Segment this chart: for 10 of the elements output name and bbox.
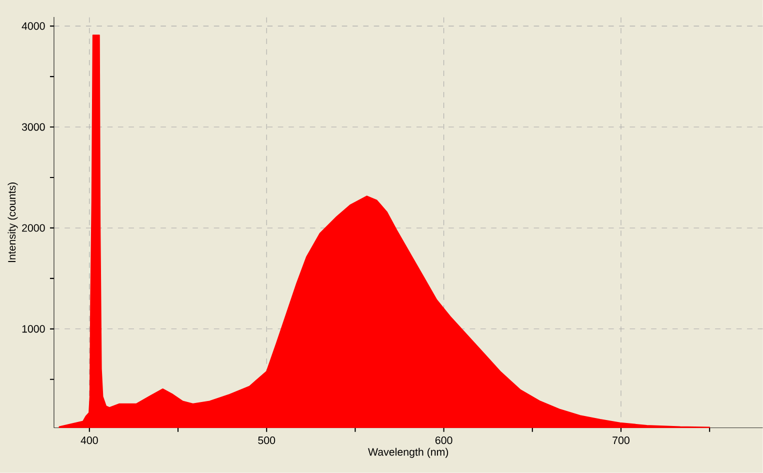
y-tick-label: 1000	[22, 325, 45, 333]
x-axis-title: Wavelength (nm)	[368, 448, 448, 458]
y-tick-label: 2000	[22, 224, 45, 232]
x-tick-label: 500	[258, 436, 276, 444]
x-tick-label: 600	[435, 436, 452, 444]
y-tick-label: 4000	[22, 22, 45, 30]
y-axis-title: Intensity (counts)	[8, 182, 18, 262]
x-tick-label: 400	[80, 436, 98, 444]
x-tick-label: 700	[612, 436, 630, 444]
y-tick-label: 3000	[22, 123, 45, 131]
